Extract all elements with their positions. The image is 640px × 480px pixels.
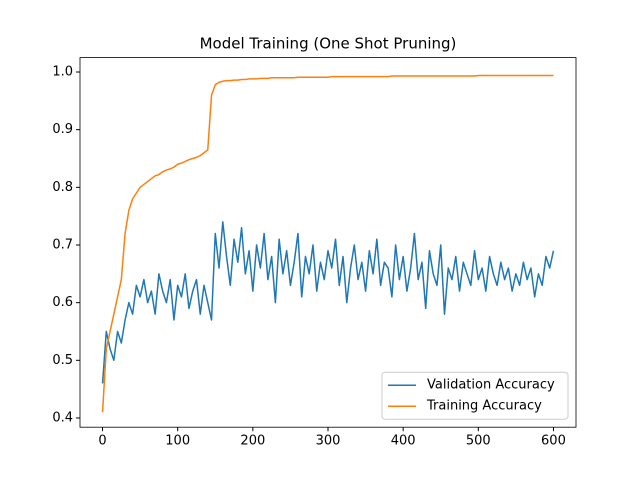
- series-line: [101, 221, 555, 384]
- y-tick-label: 0.8: [52, 180, 73, 195]
- x-tick-label: 200: [240, 434, 265, 449]
- legend-label: Training Accuracy: [426, 399, 542, 414]
- y-tick-label: 0.5: [52, 353, 73, 368]
- y-tick-label: 0.6: [52, 295, 73, 310]
- x-tick-label: 100: [165, 434, 190, 449]
- x-tick-label: 500: [466, 434, 491, 449]
- y-tick-label: 0.4: [52, 410, 73, 425]
- x-tick-label: 300: [316, 434, 341, 449]
- x-tick-label: 0: [98, 434, 106, 449]
- y-tick-label: 0.9: [52, 122, 73, 137]
- x-tick-label: 400: [391, 434, 416, 449]
- legend: Validation Accuracy Training Accuracy: [381, 371, 569, 420]
- y-tick-label: 1.0: [52, 65, 73, 80]
- legend-box: [381, 371, 569, 420]
- plot-frame: [79, 57, 577, 428]
- series-line: [101, 74, 554, 413]
- legend-label: Validation Accuracy: [427, 378, 555, 393]
- chart-title: Model Training (One Shot Pruning): [200, 35, 457, 53]
- x-tick-label: 600: [541, 434, 566, 449]
- y-tick-label: 0.7: [52, 237, 73, 252]
